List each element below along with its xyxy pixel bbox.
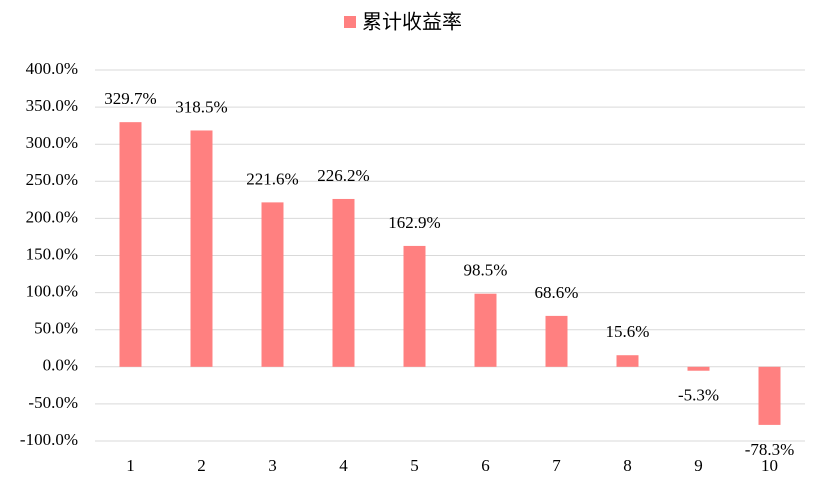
x-tick-label: 7 [552,456,561,475]
x-tick-label: 3 [268,456,277,475]
legend-label: 累计收益率 [362,10,462,34]
y-tick-label: 350.0% [26,96,78,115]
x-tick-label: 9 [694,456,703,475]
value-label: 221.6% [246,169,298,188]
value-label: -78.3% [745,440,795,459]
value-label: 318.5% [175,97,227,116]
x-tick-label: 6 [481,456,490,475]
y-tick-label: 150.0% [26,244,78,263]
x-tick-label: 5 [410,456,419,475]
bar [190,130,213,367]
bar [545,315,568,367]
x-tick-label: 1 [126,456,135,475]
y-tick-label: 300.0% [26,133,78,152]
y-tick-label: 50.0% [34,319,78,338]
y-tick-label: -100.0% [20,430,78,449]
bar [474,293,497,367]
x-tick-label: 2 [197,456,206,475]
value-label: 162.9% [388,213,440,232]
y-tick-label: 100.0% [26,282,78,301]
y-tick-label: -50.0% [28,393,78,412]
bar [758,366,781,425]
value-label: 98.5% [464,261,508,280]
y-tick-label: 400.0% [26,59,78,78]
y-tick-label: 200.0% [26,207,78,226]
y-tick-label: 0.0% [43,356,78,375]
value-label: 226.2% [317,166,369,185]
x-tick-label: 10 [761,456,778,475]
x-tick-label: 8 [623,456,632,475]
bar [616,355,639,367]
legend-swatch [344,16,356,28]
bar [119,122,142,367]
value-label: 68.6% [535,283,579,302]
bar [403,245,426,367]
value-label: 15.6% [606,322,650,341]
bar [261,202,284,367]
bar [687,366,710,371]
bar [332,198,355,367]
value-label: -5.3% [678,386,719,405]
x-tick-label: 4 [339,456,348,475]
value-label: 329.7% [104,89,156,108]
y-tick-label: 250.0% [26,170,78,189]
